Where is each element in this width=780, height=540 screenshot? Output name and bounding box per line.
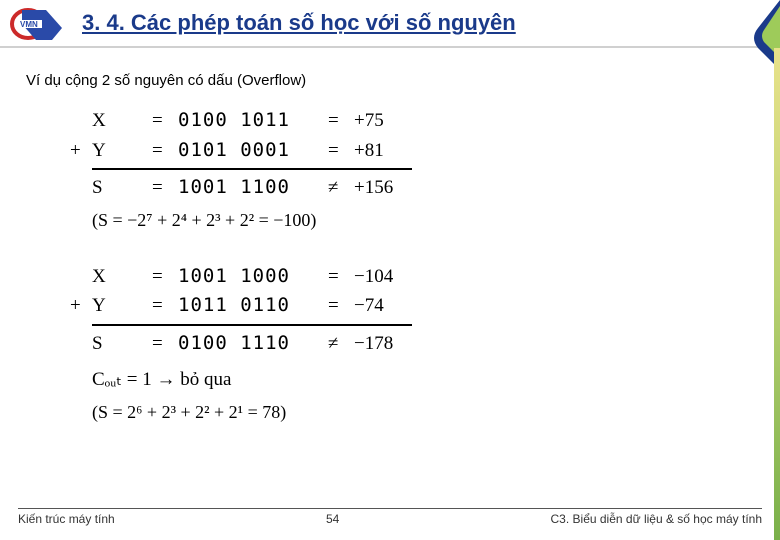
eq-row: + Y = 1011 0110 = −74: [70, 291, 710, 321]
binary-value: 1011 0110: [178, 291, 328, 320]
footer-page-number: 54: [326, 512, 339, 526]
example-block-2: X = 1001 1000 = −104 + Y = 1011 0110 = −…: [70, 262, 710, 426]
relation: ≠: [328, 330, 354, 359]
equals: =: [152, 137, 178, 166]
equals: =: [152, 174, 178, 203]
decimal-value: +81: [354, 137, 384, 166]
decimal-value: +156: [354, 174, 393, 203]
equals: =: [152, 292, 178, 321]
slide-title: 3. 4. Các phép toán số học với số nguyên: [82, 10, 516, 36]
equals: =: [152, 263, 178, 292]
plus-sign: +: [70, 137, 92, 166]
horizontal-rule: [92, 324, 412, 326]
equals: =: [152, 107, 178, 136]
decimal-value: −178: [354, 330, 393, 359]
relation: =: [328, 107, 354, 136]
svg-text:VMN: VMN: [20, 20, 38, 29]
side-gradient: [774, 48, 780, 540]
var-name: S: [92, 330, 152, 359]
decimal-value: +75: [354, 107, 384, 136]
var-name: S: [92, 174, 152, 203]
logo-icon: VMN: [8, 2, 72, 44]
eq-row: + Y = 0101 0001 = +81: [70, 136, 710, 166]
paren-note: (S = 2⁶ + 2³ + 2² + 2¹ = 78): [92, 399, 710, 426]
var-name: X: [92, 263, 152, 292]
eq-row: S = 1001 1100 ≠ +156: [70, 173, 710, 203]
slide-subtitle: Ví dụ cộng 2 số nguyên có dấu (Overflow): [26, 72, 306, 89]
binary-value: 0101 0001: [178, 136, 328, 165]
var-name: Y: [92, 137, 152, 166]
binary-value: 0100 1110: [178, 329, 328, 358]
relation: =: [328, 263, 354, 292]
paren-note: (S = −2⁷ + 2⁴ + 2³ + 2² = −100): [92, 207, 710, 234]
relation: =: [328, 137, 354, 166]
carry-out-note: Cₒᵤₜ = 1 → bỏ qua: [92, 366, 710, 395]
equals: =: [152, 330, 178, 359]
plus-sign: +: [70, 292, 92, 321]
eq-row: S = 0100 1110 ≠ −178: [70, 329, 710, 359]
math-content: X = 0100 1011 = +75 + Y = 0101 0001 = +8…: [70, 106, 710, 426]
slide-footer: Kiến trúc máy tính 54 C3. Biểu diễn dữ l…: [18, 508, 762, 526]
var-name: Y: [92, 292, 152, 321]
relation: =: [328, 292, 354, 321]
eq-row: X = 0100 1011 = +75: [70, 106, 710, 136]
binary-value: 0100 1011: [178, 106, 328, 135]
decimal-value: −74: [354, 292, 384, 321]
footer-left: Kiến trúc máy tính: [18, 512, 115, 526]
decimal-value: −104: [354, 263, 393, 292]
horizontal-rule: [92, 168, 412, 170]
var-name: X: [92, 107, 152, 136]
relation: ≠: [328, 174, 354, 203]
slide-header: VMN 3. 4. Các phép toán số học với số ng…: [0, 0, 780, 48]
binary-value: 1001 1000: [178, 262, 328, 291]
footer-right: C3. Biểu diễn dữ liệu & số học máy tính: [551, 512, 762, 526]
eq-row: X = 1001 1000 = −104: [70, 262, 710, 292]
binary-value: 1001 1100: [178, 173, 328, 202]
